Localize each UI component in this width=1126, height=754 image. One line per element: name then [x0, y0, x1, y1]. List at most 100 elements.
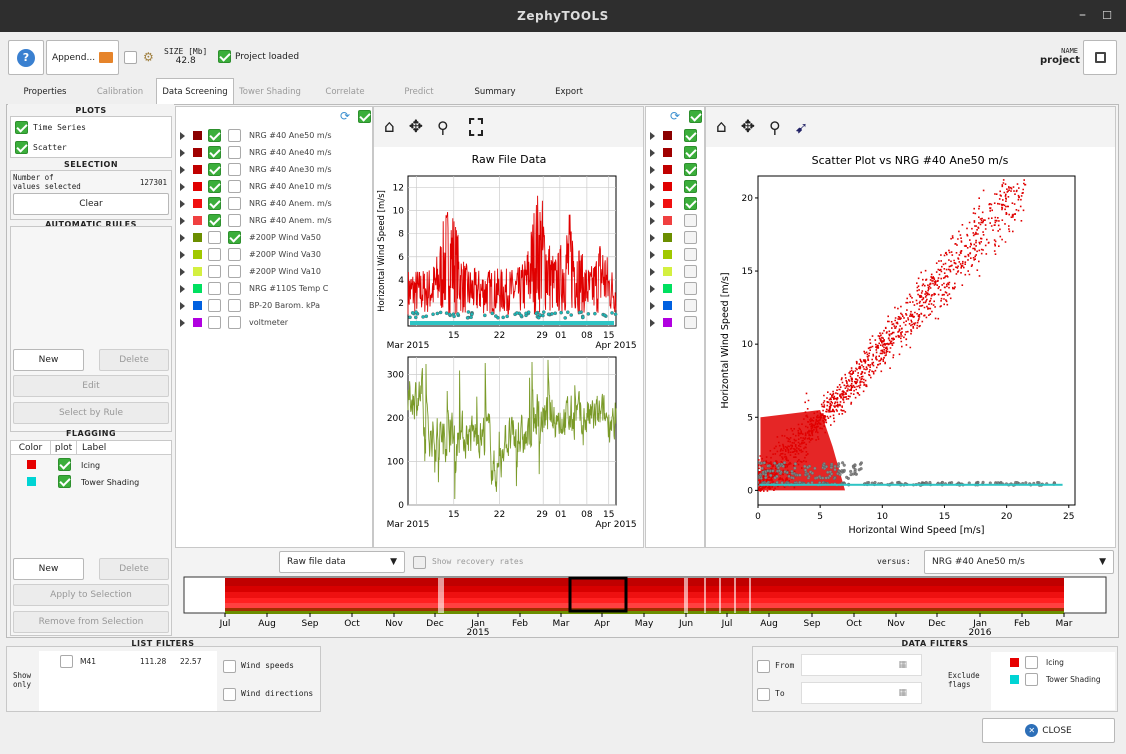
signal-row[interactable]: NRG #40 Ane40 m/s — [180, 144, 332, 161]
expand-icon[interactable] — [650, 182, 655, 191]
timeline-navigator[interactable]: Jul Aug Sep Oct Nov Dec Jan Feb Mar Apr May Jun Jul A… — [175, 575, 1116, 637]
lasso-icon[interactable]: ➹ — [794, 117, 809, 137]
scatter-chart[interactable]: Scatter Plot vs NRG #40 Ane50 m/s 0 5 10 15 2… — [706, 147, 1115, 547]
expand-icon[interactable] — [180, 216, 185, 225]
tab-calibration[interactable]: Calibration — [96, 87, 144, 97]
time-series-chart[interactable]: Raw File Data 2 4 6 8 10 12 Mar 2015 15 22 29 01 08 1… — [374, 147, 643, 547]
edit-rule-button[interactable]: Edit — [13, 375, 169, 397]
signal-plot-checkbox[interactable] — [208, 180, 221, 193]
project-loaded-checkbox[interactable] — [218, 50, 231, 63]
signal-plot-checkbox[interactable] — [684, 163, 697, 176]
expand-icon[interactable] — [180, 284, 185, 293]
zoom-icon[interactable]: ⚲ — [769, 117, 781, 137]
pan-icon[interactable]: ✥ — [740, 117, 756, 137]
expand-icon[interactable] — [650, 284, 655, 293]
time-series-option[interactable]: Time Series — [15, 121, 86, 134]
signal-row[interactable]: BP-20 Barom. kPa — [180, 297, 332, 314]
expand-icon[interactable] — [180, 301, 185, 310]
scatter-checkbox[interactable] — [15, 141, 28, 154]
expand-icon[interactable] — [650, 250, 655, 259]
signal-row[interactable] — [650, 178, 697, 195]
tab-properties[interactable]: Properties — [23, 87, 67, 97]
signal-select-checkbox[interactable] — [228, 180, 241, 193]
expand-icon[interactable] — [180, 148, 185, 157]
signal-row[interactable]: NRG #40 Ane50 m/s — [180, 127, 332, 144]
expand-icon[interactable] — [180, 131, 185, 140]
signal-plot-checkbox[interactable] — [208, 146, 221, 159]
expand-icon[interactable] — [650, 301, 655, 310]
maximize-button[interactable]: ☐ — [1102, 9, 1112, 22]
signal-plot-checkbox[interactable] — [208, 299, 221, 312]
expand-icon[interactable] — [650, 165, 655, 174]
expand-icon[interactable] — [180, 182, 185, 191]
signal-row[interactable]: NRG #40 Ane30 m/s — [180, 161, 332, 178]
close-button[interactable]: ✕ CLOSE — [982, 718, 1115, 743]
time-series-checkbox[interactable] — [15, 121, 28, 134]
signal-plot-checkbox[interactable] — [684, 316, 697, 329]
signal-plot-checkbox[interactable] — [208, 214, 221, 227]
signal-plot-checkbox[interactable] — [208, 282, 221, 295]
settings-icon[interactable]: ⚙ — [143, 50, 154, 64]
signal-plot-checkbox[interactable] — [684, 299, 697, 312]
wind-directions-checkbox[interactable] — [223, 688, 236, 701]
to-checkbox[interactable] — [757, 688, 770, 701]
signal-row[interactable] — [650, 212, 697, 229]
expand-icon[interactable] — [180, 199, 185, 208]
save-button[interactable] — [1083, 40, 1117, 75]
refresh-icon[interactable]: ⟳ — [340, 109, 351, 123]
signal-select-checkbox[interactable] — [228, 146, 241, 159]
signal-plot-checkbox[interactable] — [208, 265, 221, 278]
calendar-icon[interactable]: ▦ — [898, 660, 907, 670]
signal-plot-checkbox[interactable] — [208, 197, 221, 210]
signal-row[interactable] — [650, 127, 697, 144]
signal-row[interactable] — [650, 246, 697, 263]
expand-icon[interactable] — [180, 250, 185, 259]
append-checkbox[interactable] — [124, 51, 137, 64]
signal-select-checkbox[interactable] — [228, 265, 241, 278]
exclude-tower-checkbox[interactable] — [1025, 672, 1038, 686]
signal-row[interactable]: #200P Wind Va50 — [180, 229, 332, 246]
signal-row[interactable] — [650, 144, 697, 161]
flag-plot-checkbox[interactable] — [57, 457, 71, 471]
signal-row[interactable] — [650, 314, 697, 331]
remove-from-selection-button[interactable]: Remove from Selection — [13, 611, 169, 633]
expand-icon[interactable] — [180, 165, 185, 174]
signal-row[interactable] — [650, 297, 697, 314]
help-button[interactable]: ? — [8, 40, 44, 75]
tab-data-screening[interactable]: Data Screening — [156, 78, 234, 104]
expand-icon[interactable] — [180, 267, 185, 276]
minimize-button[interactable]: – — [1079, 7, 1086, 23]
signal-select-checkbox[interactable] — [228, 197, 241, 210]
expand-icon[interactable] — [650, 199, 655, 208]
signal-select-checkbox[interactable] — [228, 163, 241, 176]
signal-row[interactable]: #200P Wind Va30 — [180, 246, 332, 263]
tab-export[interactable]: Export — [555, 87, 583, 97]
signal-row[interactable] — [650, 280, 697, 297]
select-all-checkbox[interactable] — [689, 110, 702, 123]
select-all-checkbox[interactable] — [358, 110, 371, 123]
subplots-icon[interactable] — [468, 118, 483, 136]
signal-select-checkbox[interactable] — [228, 248, 241, 261]
expand-icon[interactable] — [180, 233, 185, 242]
expand-icon[interactable] — [650, 318, 655, 327]
signal-row[interactable]: NRG #40 Ane10 m/s — [180, 178, 332, 195]
signal-row[interactable]: NRG #40 Anem. m/s — [180, 195, 332, 212]
signal-plot-checkbox[interactable] — [684, 265, 697, 278]
signal-plot-checkbox[interactable] — [684, 146, 697, 159]
signal-select-checkbox[interactable] — [228, 316, 241, 329]
signal-select-checkbox[interactable] — [228, 129, 241, 142]
wind-speeds-checkbox[interactable] — [223, 660, 236, 673]
to-date-input[interactable]: ▦ — [801, 682, 922, 704]
tab-tower-shading[interactable]: Tower Shading — [239, 87, 301, 97]
signal-plot-checkbox[interactable] — [684, 282, 697, 295]
signal-select-checkbox[interactable] — [228, 282, 241, 295]
tab-correlate[interactable]: Correlate — [325, 87, 365, 97]
flag-row-tower-shading[interactable]: Tower Shading — [11, 474, 171, 491]
signal-row[interactable]: voltmeter — [180, 314, 332, 331]
expand-icon[interactable] — [650, 233, 655, 242]
signal-row[interactable]: NRG #40 Anem. m/s — [180, 212, 332, 229]
signal-plot-checkbox[interactable] — [208, 248, 221, 261]
signal-row[interactable] — [650, 229, 697, 246]
zoom-icon[interactable]: ⚲ — [437, 117, 449, 137]
signal-plot-checkbox[interactable] — [208, 231, 221, 244]
